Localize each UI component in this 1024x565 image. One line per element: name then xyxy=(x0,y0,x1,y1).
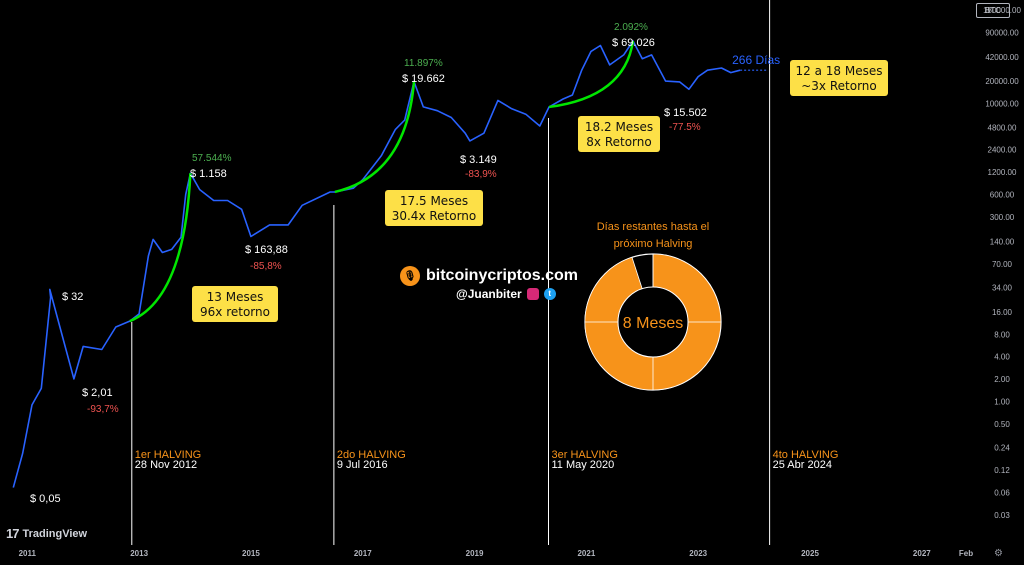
y-tick-label: 180000.00 xyxy=(983,6,1021,15)
callout-line1: 17.5 Meses xyxy=(400,194,468,208)
percent-label: -93,7% xyxy=(87,404,119,415)
y-tick-label: 1.00 xyxy=(994,398,1010,407)
y-tick-label: 70.00 xyxy=(992,260,1013,269)
x-tick-label: 2023 xyxy=(689,549,707,558)
tradingview-label: TradingView xyxy=(22,527,88,540)
brand-site: bitcoinycriptos.com xyxy=(426,267,579,284)
brand-handle: @Juanbiter t xyxy=(456,287,556,301)
donut-title-line2: próximo Halving xyxy=(614,238,693,250)
x-tick-label: 2017 xyxy=(354,549,372,558)
handle-text: @Juanbiter xyxy=(456,287,522,301)
callout-box xyxy=(578,116,660,152)
y-tick-label: 4.00 xyxy=(994,353,1010,362)
price-label: $ 163,88 xyxy=(245,244,288,256)
callout-line1: 12 a 18 Meses xyxy=(796,64,883,78)
y-tick-label: 42000.00 xyxy=(985,53,1019,62)
plot-layer xyxy=(12,0,771,545)
callout-line2: 8x Retorno xyxy=(586,135,651,149)
halving-name: 1er HALVING xyxy=(135,449,201,461)
price-label: $ 32 xyxy=(62,291,83,303)
x-tick-label: 2025 xyxy=(801,549,819,558)
price-label: $ 15.502 xyxy=(664,107,707,119)
donut-title-line1: Días restantes hasta el xyxy=(597,221,710,233)
percent-label: 57.544% xyxy=(192,153,232,164)
price-label: $ 3.149 xyxy=(460,154,497,166)
settings-gear-icon[interactable]: ⚙ xyxy=(994,548,1003,559)
y-tick-label: 2400.00 xyxy=(988,146,1017,155)
callout-line2: ~3x Retorno xyxy=(801,79,877,93)
y-tick-label: 0.03 xyxy=(994,511,1010,520)
y-tick-label: 2.00 xyxy=(994,375,1010,384)
y-tick-label: 90000.00 xyxy=(985,28,1019,37)
halving-name: 4to HALVING xyxy=(773,449,839,461)
y-tick-label: 0.06 xyxy=(994,489,1010,498)
donut-center-label: 8 Meses xyxy=(623,315,683,332)
y-tick-label: 4800.00 xyxy=(988,123,1017,132)
x-tick-label: 2011 xyxy=(19,549,37,558)
tradingview-logo: 17 TradingView xyxy=(6,526,87,541)
tradingview-mark-icon: 17 xyxy=(6,526,20,541)
price-label: $ 2,01 xyxy=(82,387,113,399)
x-tick-label: 2013 xyxy=(130,549,148,558)
percent-label: 11.897% xyxy=(404,58,443,69)
y-tick-label: 1200.00 xyxy=(988,168,1017,177)
rally-curve xyxy=(129,173,192,323)
price-label: $ 0,05 xyxy=(30,493,61,505)
x-tick-label: 2015 xyxy=(242,549,260,558)
percent-label: -83,9% xyxy=(465,169,497,180)
price-label: $ 69.026 xyxy=(612,37,655,49)
x-tick-label: 2021 xyxy=(577,549,595,558)
percent-label: -77.5% xyxy=(669,122,701,133)
y-tick-label: 600.00 xyxy=(990,191,1015,200)
y-tick-label: 0.50 xyxy=(994,420,1010,429)
y-tick-label: 300.00 xyxy=(990,213,1015,222)
halving-date: 9 Jul 2016 xyxy=(337,459,388,471)
y-tick-label: 16.00 xyxy=(992,308,1013,317)
halving-date: 25 Abr 2024 xyxy=(773,459,832,471)
rally-curve xyxy=(548,40,635,109)
price-label: $ 1.158 xyxy=(190,168,227,180)
price-label: $ 19.662 xyxy=(402,73,445,85)
percent-label: 2.092% xyxy=(614,22,648,33)
y-tick-label: 0.24 xyxy=(994,444,1010,453)
y-tick-label: 10000.00 xyxy=(985,100,1019,109)
callout-line1: 18.2 Meses xyxy=(585,120,653,134)
callout-line2: 96x retorno xyxy=(200,305,270,319)
x-tick-label: Feb xyxy=(959,549,973,558)
twitter-icon: t xyxy=(543,288,556,300)
y-tick-label: 20000.00 xyxy=(985,77,1019,86)
halving-name: 3er HALVING xyxy=(551,449,617,461)
halving-date: 28 Nov 2012 xyxy=(135,459,197,471)
annotation-layer: 180000.00 90000.00 42000.00 20000.00 10000.0… xyxy=(19,6,1022,558)
callout-line1: 13 Meses xyxy=(207,290,264,304)
x-tick-label: 2019 xyxy=(466,549,484,558)
callout-box xyxy=(192,286,278,322)
y-tick-label: 34.00 xyxy=(992,283,1013,292)
projection-label: 266 Días xyxy=(732,53,780,67)
y-tick-label: 0.12 xyxy=(994,466,1010,475)
y-tick-label: 8.00 xyxy=(994,330,1010,339)
halving-date: 11 May 2020 xyxy=(551,459,614,471)
halving-name: 2do HALVING xyxy=(337,449,406,461)
y-tick-label: 140.00 xyxy=(990,238,1015,247)
instagram-icon xyxy=(526,288,539,300)
rally-curve xyxy=(334,81,416,194)
brand-watermark: 🎙 bitcoinycriptos.com xyxy=(400,266,578,286)
callout-box xyxy=(385,190,483,226)
btc-price-line xyxy=(12,40,741,488)
callout-box xyxy=(790,60,888,96)
symbol-badge[interactable]: BTC xyxy=(976,3,1010,18)
percent-label: -85,8% xyxy=(250,261,282,272)
callout-line2: 30.4x Retorno xyxy=(392,209,477,223)
microphone-icon: 🎙 xyxy=(400,266,420,286)
x-tick-label: 2027 xyxy=(913,549,931,558)
